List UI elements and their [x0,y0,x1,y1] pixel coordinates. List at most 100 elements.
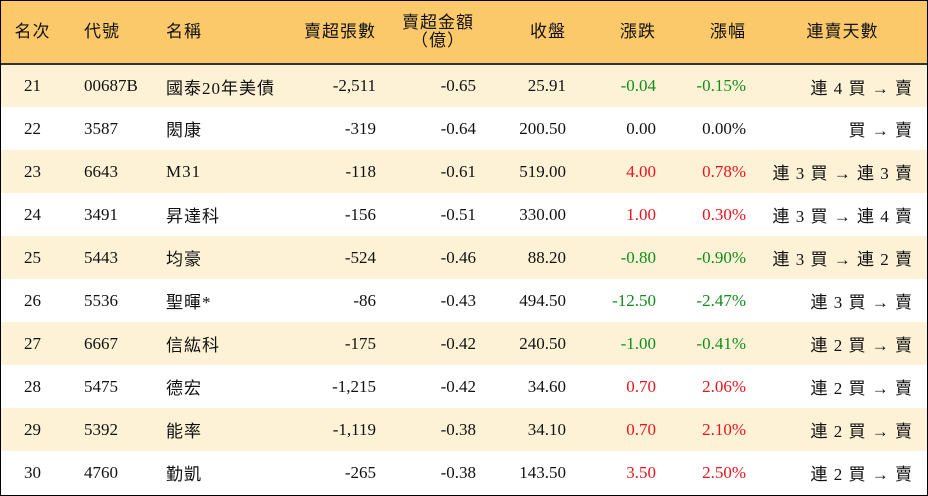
code-cell: 5443 [84,247,118,267]
sell-amount-cell: -0.42 [440,376,476,396]
name-cell: M31 [166,161,202,181]
change-cell: 1.00 [626,204,656,224]
sell-lots-cell: -86 [353,290,376,310]
close-cell: 330.00 [519,204,566,224]
table-row: 29 5392 能率 -1,119 -0.38 34.10 0.70 2.10%… [1,408,927,451]
change-cell: 4.00 [626,161,656,181]
code-cell: 5475 [84,376,118,396]
name-cell: 聖暉* [166,293,212,312]
close-cell: 494.50 [519,290,566,310]
sell-lots-cell: -118 [345,161,376,181]
change-pct-cell: 2.50% [702,462,746,482]
change-pct-cell: -0.15% [696,76,746,95]
table-row: 25 5443 均豪 -524 -0.46 88.20 -0.80 -0.90%… [1,236,927,279]
change-pct-cell: 0.00% [702,118,746,138]
name-cell: 均豪 [166,250,202,269]
rank-cell: 24 [24,204,41,224]
sell-lots-cell: -1,215 [332,376,376,396]
streak-cell: 連 2 買 → 賣 [810,422,913,441]
close-cell: 88.20 [527,247,566,267]
sell-lots-cell: -524 [344,247,376,267]
rank-cell: 21 [24,76,41,95]
name-cell: 昇達科 [166,207,220,226]
streak-cell: 連 3 買 → 連 2 賣 [772,250,913,269]
header-sell-lots: 賣超張數 [287,1,388,65]
header-rank: 名次 [1,1,64,65]
table-row: 27 6667 信紘科 -175 -0.42 240.50 -1.00 -0.4… [1,322,927,365]
sell-amount-cell: -0.42 [440,333,476,353]
code-cell: 3491 [84,204,118,224]
table-row: 26 5536 聖暉* -86 -0.43 494.50 -12.50 -2.4… [1,279,927,322]
header-sell-amount: 賣超金額 （億） [388,1,488,65]
sell-lots-cell: -156 [344,204,376,224]
name-cell: 閎康 [166,121,202,140]
header-change: 漲跌 [578,1,668,65]
change-cell: -12.50 [612,290,656,310]
change-pct-cell: -0.90% [696,247,746,267]
code-cell: 3587 [84,118,118,138]
name-cell: 能率 [166,422,202,441]
rank-cell: 28 [24,376,41,396]
sell-amount-cell: -0.64 [440,118,476,138]
sell-amount-cell: -0.38 [440,419,476,439]
name-cell: 勤凱 [166,465,202,484]
code-cell: 5536 [84,290,118,310]
sell-lots-cell: -2,511 [332,76,376,95]
rank-cell: 26 [24,290,41,310]
change-cell: -1.00 [620,333,656,353]
table-row: 28 5475 德宏 -1,215 -0.42 34.60 0.70 2.06%… [1,365,927,408]
sell-lots-cell: -265 [344,462,376,482]
code-cell: 6667 [84,333,118,353]
streak-cell: 連 2 買 → 賣 [810,379,913,398]
rank-cell: 23 [24,161,41,181]
sell-lots-cell: -175 [344,333,376,353]
close-cell: 143.50 [519,462,566,482]
code-cell: 00687B [84,76,138,95]
streak-cell: 連 3 買 → 連 3 賣 [772,164,913,183]
rank-cell: 25 [24,247,41,267]
streak-cell: 連 4 買 → 賣 [810,78,913,98]
change-cell: 3.50 [626,462,656,482]
change-cell: 0.70 [626,419,656,439]
name-cell: 信紘科 [166,336,220,355]
header-name: 名稱 [140,1,287,65]
table-row: 30 4760 勤凱 -265 -0.38 143.50 3.50 2.50% … [1,451,927,494]
change-pct-cell: 2.06% [702,376,746,396]
sell-amount-cell: -0.61 [440,161,476,181]
sell-lots-cell: -1,119 [332,419,376,439]
header-change-pct: 漲幅 [668,1,758,65]
close-cell: 240.50 [519,333,566,353]
change-pct-cell: 0.30% [702,204,746,224]
change-pct-cell: 2.10% [702,419,746,439]
change-cell: -0.80 [620,247,656,267]
rank-cell: 27 [24,333,41,353]
change-cell: 0.00 [626,118,656,138]
streak-cell: 連 3 買 → 賣 [810,293,913,312]
close-cell: 519.00 [519,161,566,181]
close-cell: 200.50 [519,118,566,138]
streak-cell: 買 → 賣 [848,121,913,140]
rank-cell: 29 [24,419,41,439]
rank-cell: 22 [24,118,41,138]
close-cell: 25.91 [527,76,566,95]
header-sell-amount-line2: （億） [411,31,465,50]
change-pct-cell: -2.47% [696,290,746,310]
rank-cell: 30 [24,462,41,482]
table-row: 23 6643 M31 -118 -0.61 519.00 4.00 0.78%… [1,150,927,193]
close-cell: 34.60 [527,376,566,396]
header-code: 代號 [64,1,140,65]
streak-cell: 連 3 買 → 連 4 賣 [772,207,913,226]
code-cell: 6643 [84,161,118,181]
header-sell-amount-line1: 賣超金額 [402,13,474,32]
sell-amount-cell: -0.65 [440,76,476,95]
table-body: 21 00687B 國泰20年美債 -2,511 -0.65 25.91 -0.… [1,64,927,494]
change-cell: -0.04 [620,76,656,95]
streak-cell: 連 2 買 → 賣 [810,336,913,355]
change-cell: 0.70 [626,376,656,396]
table-row: 24 3491 昇達科 -156 -0.51 330.00 1.00 0.30%… [1,193,927,236]
sell-amount-cell: -0.38 [440,462,476,482]
change-pct-cell: 0.78% [702,161,746,181]
sell-amount-cell: -0.43 [440,290,476,310]
